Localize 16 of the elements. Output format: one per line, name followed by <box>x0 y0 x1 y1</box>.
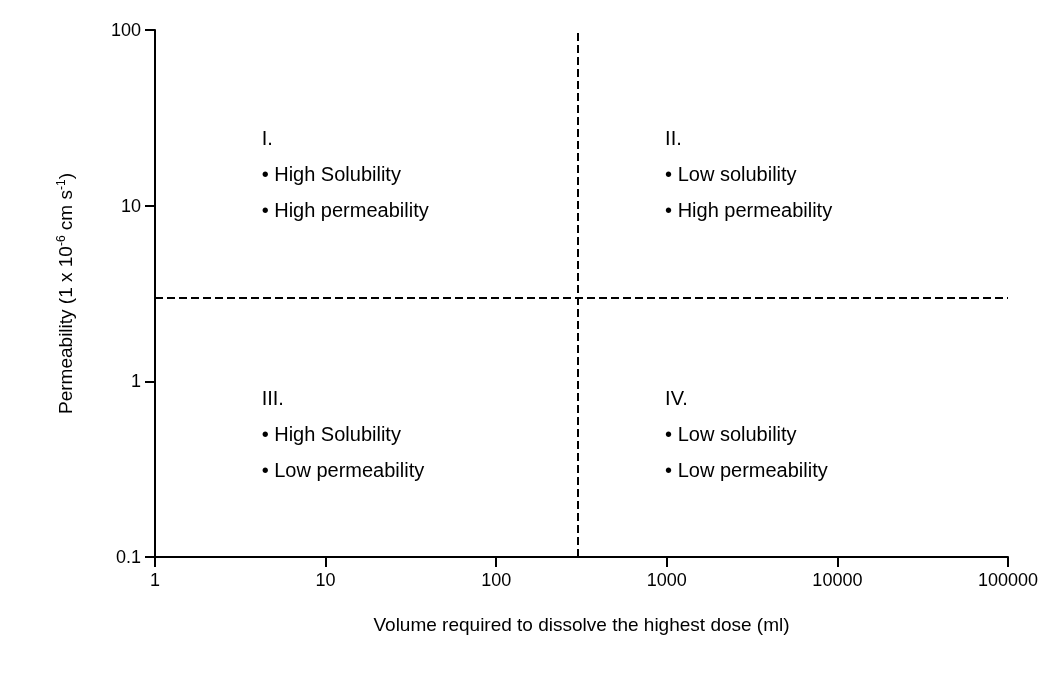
y-tick-label: 100 <box>110 20 141 40</box>
annotation: I. • High Solubility • High permeability <box>261 126 429 221</box>
x-tick-label: 1000 <box>646 570 687 590</box>
x-tick-label: 10 <box>315 570 336 590</box>
y-tick-label: 10 <box>120 195 141 216</box>
y-tick-label: 0.1 <box>115 547 141 567</box>
y-axis-title: Permeability (1 x 10-6 cm s-1) <box>54 173 76 414</box>
x-axis-title: Volume required to dissolve the highest dose (ml) <box>373 614 790 635</box>
y-tick-label: 1 <box>130 371 141 392</box>
x-tick-label: 10000 <box>812 570 863 590</box>
x-tick-label: 100 <box>481 570 512 590</box>
annotation: II. • Low solubility • High permeability <box>665 126 833 221</box>
x-tick-label: 1 <box>149 570 161 590</box>
x-tick-label: 100000 <box>977 570 1039 590</box>
annotation: III. • High Solubility • Low permeability <box>261 387 425 482</box>
annotation: IV. • Low solubility • Low permeability <box>665 387 828 482</box>
